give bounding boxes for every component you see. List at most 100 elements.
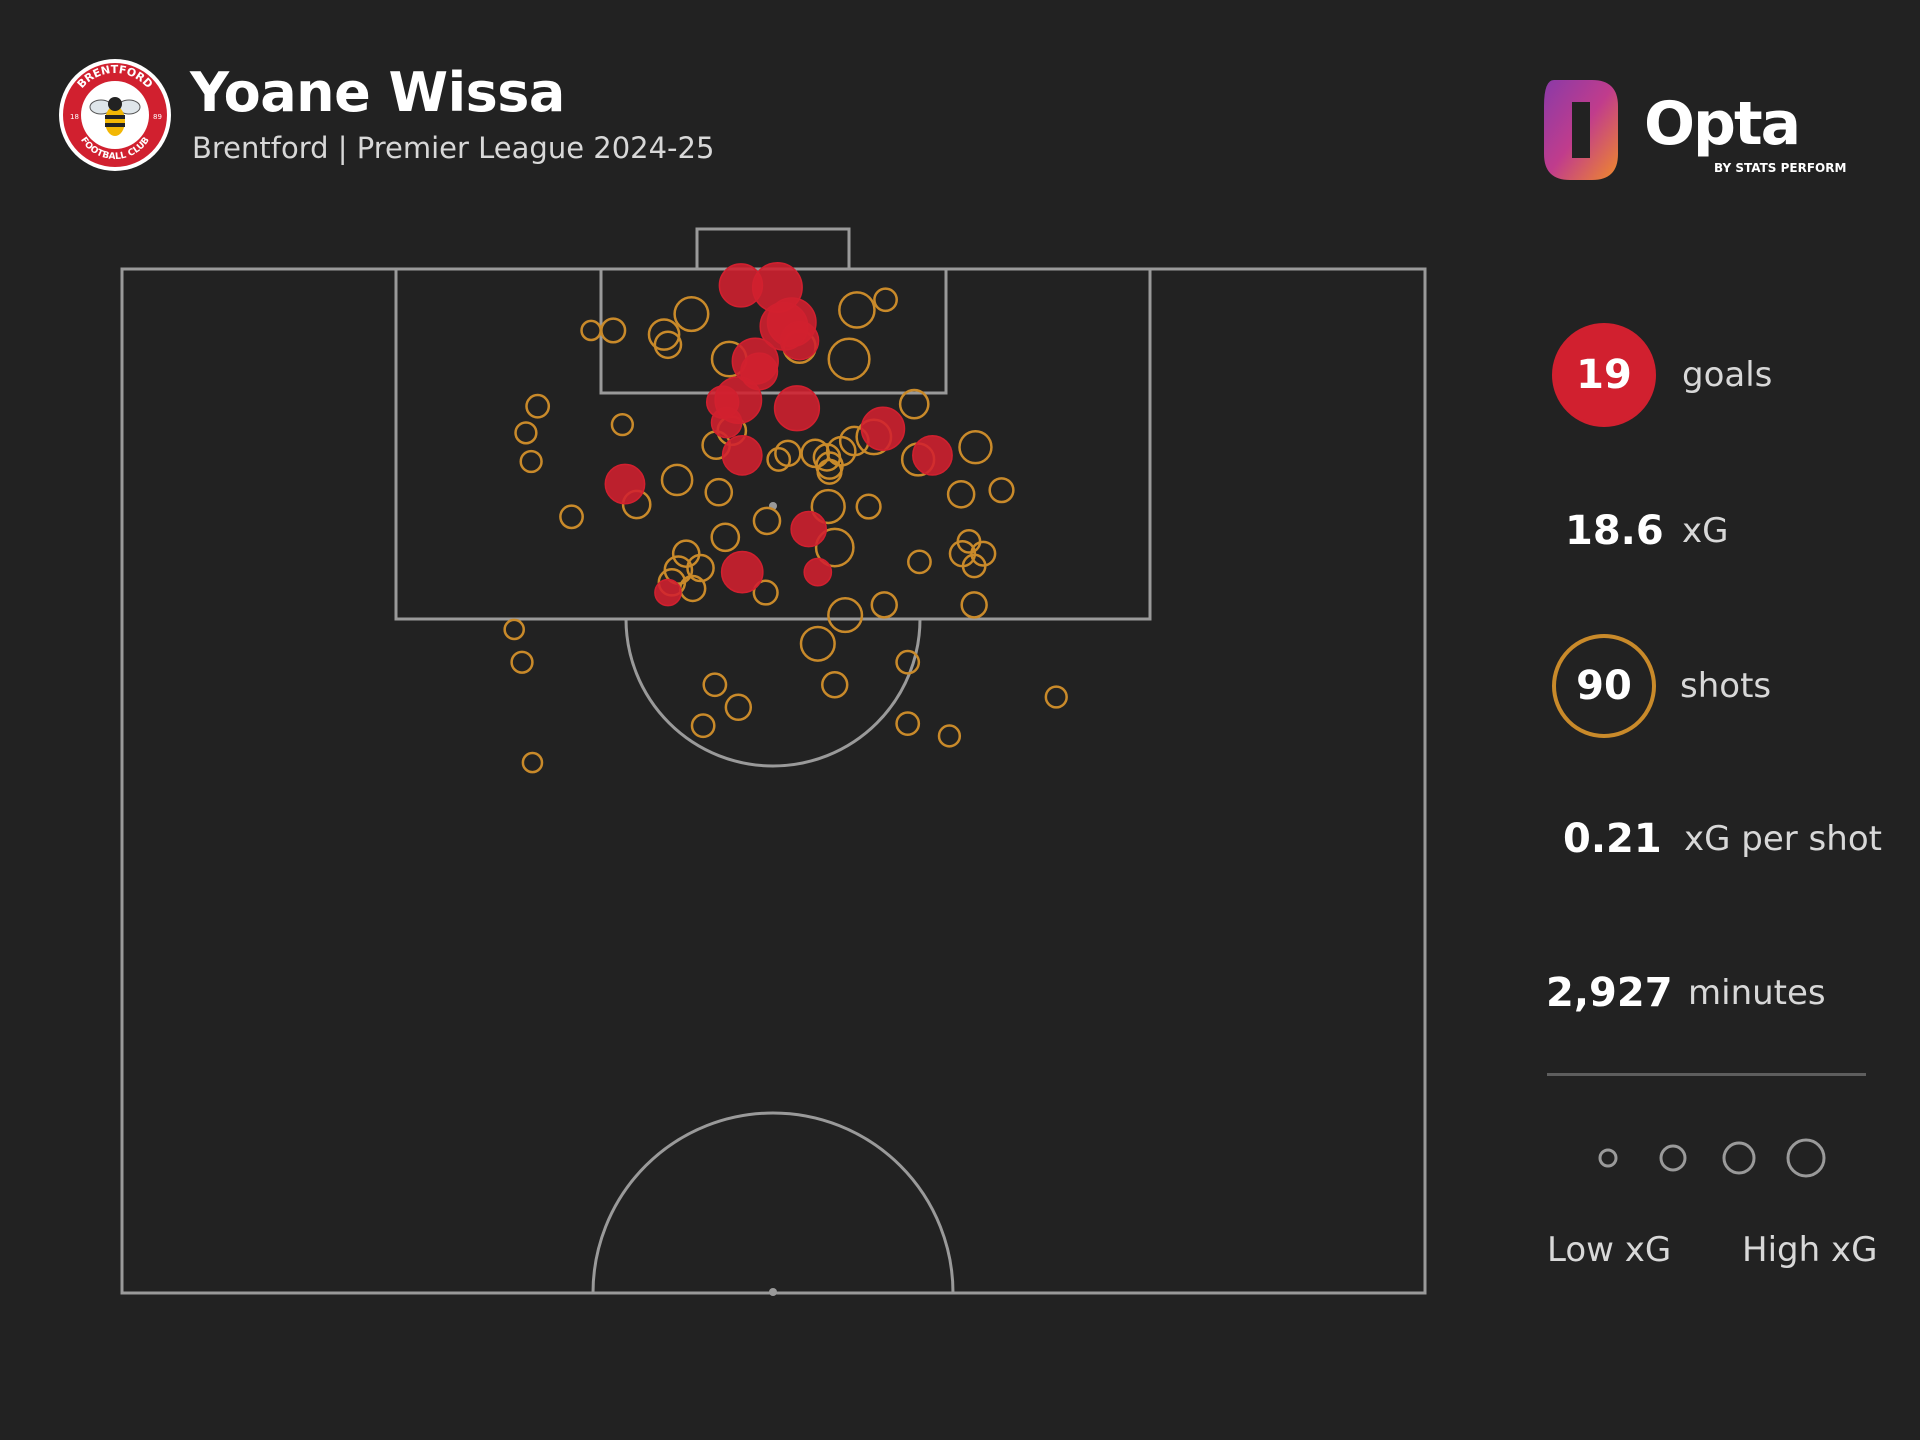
player-name: Yoane Wissa bbox=[190, 61, 565, 124]
xg-size-legend bbox=[1598, 1138, 1826, 1178]
shot-marker-36 bbox=[855, 493, 882, 520]
bee-icon bbox=[89, 97, 141, 136]
shot-marker-38 bbox=[710, 522, 741, 553]
stat-shots: 90 shots bbox=[1540, 634, 1910, 754]
centre-spot bbox=[769, 1288, 777, 1296]
goals-label: goals bbox=[1682, 355, 1773, 395]
shot-marker-19 bbox=[825, 435, 857, 467]
centre-circle bbox=[591, 1111, 955, 1294]
crest-year-left: 18 bbox=[70, 113, 79, 121]
goal-marker-13 bbox=[721, 434, 763, 476]
shot-marker-65 bbox=[521, 751, 544, 774]
shot-marker-51 bbox=[827, 597, 864, 634]
goal-marker-15 bbox=[604, 463, 646, 505]
shot-marker-63 bbox=[895, 711, 921, 737]
shot-marker-52 bbox=[870, 591, 898, 619]
goal-marker-18 bbox=[803, 557, 833, 587]
opta-wordmark: Opta bbox=[1644, 89, 1799, 159]
shot-marker-9 bbox=[827, 337, 871, 381]
shot-marker-39 bbox=[814, 527, 855, 568]
shot-map-pitch bbox=[120, 227, 1427, 1296]
shot-marker-60 bbox=[724, 693, 753, 721]
shot-marker-31 bbox=[946, 479, 976, 509]
shot-marker-59 bbox=[821, 671, 849, 699]
shot-marker-35 bbox=[810, 488, 846, 525]
shot-marker-57 bbox=[510, 650, 534, 674]
shot-marker-5 bbox=[653, 330, 683, 360]
goal-marker-19 bbox=[654, 578, 682, 607]
shot-marker-4 bbox=[647, 318, 681, 351]
goal-marker-16 bbox=[790, 510, 828, 548]
shot-marker-53 bbox=[960, 591, 988, 619]
xg-per-shot-value: 0.21 bbox=[1563, 816, 1662, 862]
xg-value: 18.6 bbox=[1565, 508, 1664, 554]
shot-marker-64 bbox=[937, 724, 962, 748]
goal-marker-14 bbox=[912, 434, 953, 476]
penalty-arc bbox=[624, 618, 922, 768]
shot-marker-34 bbox=[559, 504, 584, 530]
shot-marker-61 bbox=[1044, 685, 1068, 709]
shot-marker-24 bbox=[815, 451, 844, 480]
shot-marker-45 bbox=[907, 549, 932, 575]
shots-label: shots bbox=[1680, 666, 1772, 706]
goal-marker-5 bbox=[779, 320, 820, 361]
shot-marker-6 bbox=[600, 317, 627, 344]
stat-xg-per-shot: 0.21 xG per shot bbox=[1540, 787, 1910, 907]
goal-marker-17 bbox=[720, 550, 764, 594]
minutes-value: 2,927 bbox=[1546, 970, 1673, 1016]
shot-marker-3 bbox=[673, 296, 710, 333]
shot-marker-32 bbox=[988, 477, 1015, 504]
shot-marker-30 bbox=[704, 477, 734, 507]
shot-marker-55 bbox=[799, 625, 836, 662]
opta-logo: Opta BY STATS PERFORM bbox=[1544, 80, 1846, 180]
shot-marker-28 bbox=[519, 449, 543, 474]
crest-year-right: 89 bbox=[153, 113, 162, 121]
shot-marker-23 bbox=[766, 447, 792, 472]
shot-marker-26 bbox=[958, 429, 993, 465]
shot-marker-12 bbox=[525, 393, 551, 419]
stat-goals: 19 goals bbox=[1540, 323, 1910, 443]
legend-circle-1 bbox=[1598, 1148, 1618, 1168]
stats-divider bbox=[1547, 1073, 1866, 1076]
stat-xg: 18.6 xG bbox=[1540, 479, 1910, 599]
shot-marker-44 bbox=[961, 553, 987, 579]
shot-marker-50 bbox=[752, 579, 779, 606]
opta-tagline: BY STATS PERFORM bbox=[1714, 161, 1846, 175]
shot-marker-62 bbox=[690, 713, 716, 739]
stat-minutes: 2,927 minutes bbox=[1540, 941, 1910, 1061]
shot-marker-43 bbox=[970, 540, 997, 567]
legend-high-label: High xG bbox=[1742, 1230, 1878, 1270]
legend-low-label: Low xG bbox=[1547, 1230, 1672, 1270]
shot-marker-54 bbox=[503, 618, 525, 641]
shot-marker-14 bbox=[610, 412, 635, 437]
minutes-label: minutes bbox=[1688, 973, 1826, 1013]
goal-marker-11 bbox=[710, 406, 743, 439]
team-league-subtitle: Brentford | Premier League 2024-25 bbox=[192, 131, 715, 165]
xg-label: xG bbox=[1682, 511, 1729, 551]
shot-marker-40 bbox=[671, 539, 701, 568]
shot-marker-56 bbox=[895, 649, 921, 675]
shot-marker-27 bbox=[816, 458, 843, 485]
club-crest: BRENTFORD FOOTBALL CLUB 18 89 bbox=[59, 59, 171, 171]
opta-mark-icon bbox=[1544, 80, 1618, 180]
legend-circle-3 bbox=[1722, 1141, 1756, 1175]
shot-marker-2 bbox=[873, 287, 898, 313]
shot-marker-7 bbox=[580, 319, 602, 342]
goal-marker-12 bbox=[860, 406, 906, 452]
shot-marker-13 bbox=[514, 421, 538, 445]
shots-layer bbox=[503, 287, 1068, 774]
pitch-lines bbox=[120, 227, 1427, 1295]
goal-marker-10 bbox=[773, 385, 821, 432]
legend-circle-2 bbox=[1659, 1144, 1687, 1172]
goals-layer bbox=[604, 261, 953, 607]
pitch-outline bbox=[120, 267, 1427, 1295]
shot-marker-37 bbox=[752, 506, 782, 536]
shots-value: 90 bbox=[1552, 634, 1656, 738]
shot-marker-11 bbox=[898, 388, 930, 420]
shot-marker-47 bbox=[686, 553, 715, 583]
legend-circle-4 bbox=[1786, 1138, 1826, 1178]
shot-marker-58 bbox=[702, 672, 728, 698]
shot-marker-29 bbox=[660, 463, 694, 497]
xg-per-shot-label: xG per shot bbox=[1684, 819, 1882, 859]
goals-value: 19 bbox=[1552, 323, 1656, 427]
